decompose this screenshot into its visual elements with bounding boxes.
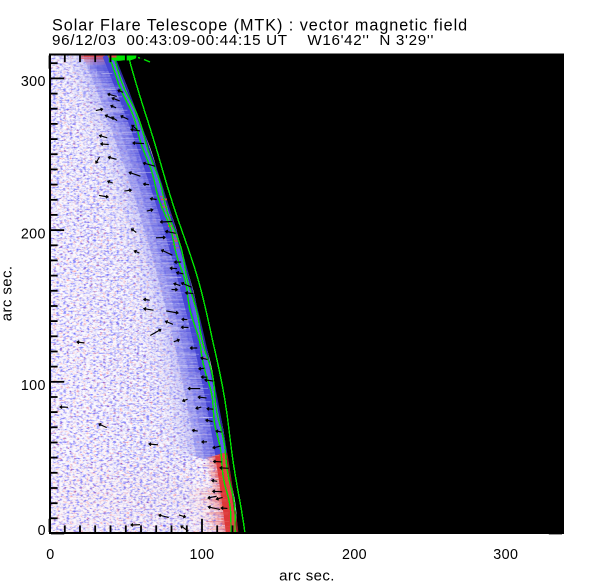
svg-text:200: 200 [342, 547, 367, 563]
svg-text:96/12/03 00:43:09-00:44:15 UT: 96/12/03 00:43:09-00:44:15 UT W16'42'' N… [52, 32, 434, 49]
svg-text:arc sec.: arc sec. [0, 266, 16, 322]
svg-text:300: 300 [21, 74, 46, 90]
svg-text:Solar Flare Telescope (MTK) :: Solar Flare Telescope (MTK) : vector mag… [52, 17, 468, 35]
svg-text:200: 200 [21, 227, 46, 243]
svg-text:300: 300 [493, 547, 518, 563]
svg-text:100: 100 [21, 378, 46, 394]
svg-text:0: 0 [46, 547, 54, 563]
svg-text:100: 100 [189, 547, 214, 563]
svg-text:arc sec.: arc sec. [279, 567, 335, 584]
svg-text:0: 0 [38, 523, 46, 539]
